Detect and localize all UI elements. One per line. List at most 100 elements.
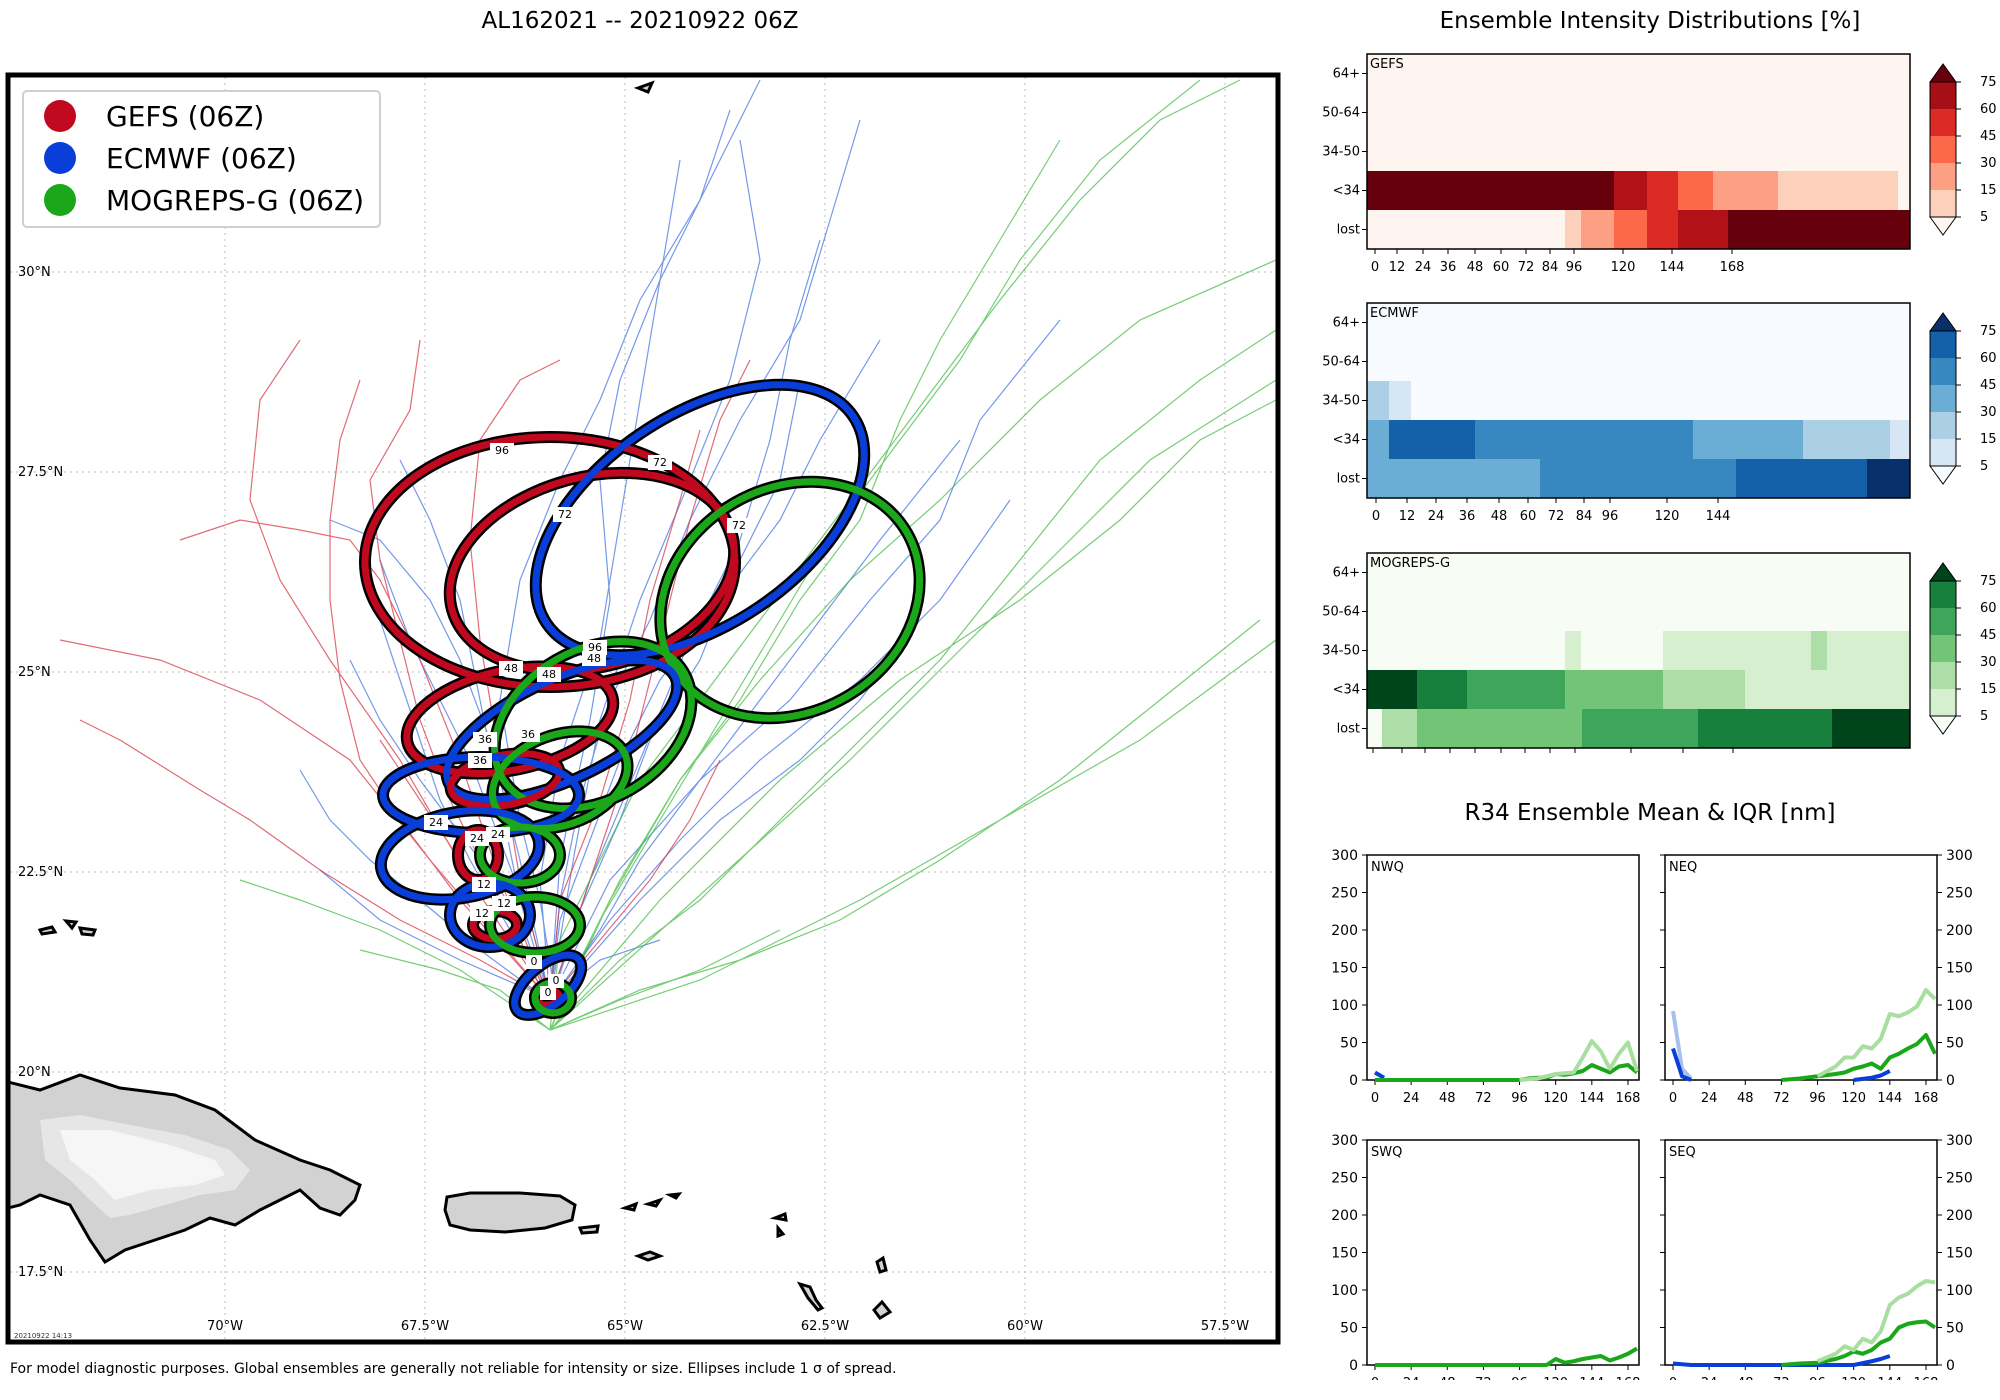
lon-label: 62.5°W	[801, 1319, 849, 1334]
svg-text:72: 72	[653, 456, 667, 469]
cbar-tick-label: 15	[1980, 682, 1997, 697]
svg-text:0: 0	[553, 974, 560, 987]
lon-label: 57.5°W	[1201, 1319, 1249, 1334]
cbar-tick-label: 75	[1980, 574, 1997, 589]
r34-panel-neq: NEQ 300 250 200 150 100 50 0 0 24 48 72 96 120 144 168	[1660, 848, 1973, 1106]
ellipse-label: 12	[470, 906, 494, 921]
x-tick-label: 36	[1442, 759, 1459, 760]
ecmwf-colorbar	[1929, 312, 1957, 485]
cbar-tick-label: 15	[1980, 183, 1997, 198]
lon-label: 70°W	[207, 1319, 243, 1334]
x-tick-label: 48	[1467, 260, 1484, 275]
footnote: For model diagnostic purposes. Global en…	[10, 1361, 897, 1377]
svg-text:12: 12	[477, 878, 491, 891]
ellipse-label: 36	[516, 727, 540, 742]
y-tick-label: 150	[1946, 961, 1973, 977]
y-tick-label: 150	[1331, 1246, 1358, 1262]
x-tick-label: 144	[1877, 1091, 1902, 1106]
ellipse-label: 24	[486, 827, 510, 842]
cbar-tick-label: 45	[1980, 628, 1997, 643]
x-tick-label: 12	[1389, 260, 1406, 275]
ellipse-label: 72	[553, 507, 577, 522]
mogreps-ellipse-12	[486, 893, 584, 957]
x-tick-label: 0	[1369, 759, 1377, 760]
cbar-tick-label: 30	[1980, 405, 1997, 420]
panel-label: MOGREPS-G	[1370, 556, 1450, 571]
x-tick-label: 48	[1467, 759, 1484, 760]
r34-series-mogreps-g-upper-iqr	[1816, 1279, 1936, 1364]
cbar-tick-label: 60	[1980, 601, 1997, 616]
x-tick-label: 168	[1914, 1376, 1939, 1380]
ecmwf-ellipse-24	[377, 806, 543, 904]
svg-text:72: 72	[732, 519, 746, 532]
y-tick-label: 200	[1331, 1208, 1358, 1224]
row-label: lost	[1337, 223, 1360, 238]
y-tick-label: 0	[1946, 1073, 1955, 1089]
ellipse-label: 48	[537, 667, 561, 682]
r34-series-mogreps-g-mean	[1781, 1319, 1937, 1367]
y-tick-label: 150	[1946, 1246, 1973, 1262]
x-tick-label: 168	[1616, 1376, 1641, 1380]
x-tick-label: 36	[1440, 260, 1457, 275]
legend-label: ECMWF (06Z)	[106, 141, 297, 175]
cbar-tick-label: 45	[1980, 129, 1997, 144]
r34-series-mogreps-g-upper-iqr	[1816, 988, 1937, 1079]
lon-label: 60°W	[1007, 1319, 1043, 1334]
ecmwf-ellipse-72	[532, 381, 868, 659]
r34-frame	[1366, 1139, 1640, 1366]
cbar-tick-label: 15	[1980, 432, 1997, 447]
x-tick-label: 144	[1706, 509, 1731, 524]
row-label: 64+	[1333, 316, 1360, 331]
r34-series-mogreps-g-mean	[1781, 1033, 1937, 1082]
r34-series-mogreps-g-upper-iqr	[1519, 1039, 1639, 1082]
x-tick-label: 24	[1701, 1091, 1718, 1106]
row-label: lost	[1337, 472, 1360, 487]
svg-text:24: 24	[491, 828, 505, 841]
map-title: AL162021 -- 20210922 06Z	[481, 8, 799, 34]
ellipse-label: 24	[465, 831, 489, 846]
svg-text:48: 48	[542, 668, 556, 681]
x-tick-label: 120	[1655, 509, 1680, 524]
x-tick-label: 168	[1721, 759, 1746, 760]
svg-text:36: 36	[478, 733, 492, 746]
x-tick-label: 84	[1542, 260, 1559, 275]
x-tick-label: 12	[1399, 509, 1416, 524]
mogreps-ellipse-48	[491, 637, 695, 813]
y-tick-label: 300	[1331, 1133, 1358, 1149]
legend-item: GEFS (06Z)	[44, 96, 264, 136]
cbar-tick-label: 5	[1980, 709, 1988, 724]
ellipse-label: 0	[548, 974, 564, 988]
svg-text:72: 72	[558, 508, 572, 521]
row-label: lost	[1337, 722, 1360, 737]
x-tick-label: 144	[1579, 1091, 1604, 1106]
svg-text:36: 36	[473, 754, 487, 767]
x-tick-label: 168	[1914, 1091, 1939, 1106]
ellipse-label: 24	[424, 815, 448, 830]
x-tick-label: 0	[1371, 260, 1379, 275]
y-tick-label: 100	[1946, 998, 1973, 1014]
lat-label: 17.5°N	[18, 1265, 63, 1280]
row-label: 64+	[1333, 566, 1360, 581]
r34-series-ecmwf-mean-late	[1853, 1069, 1891, 1082]
x-tick-label: 24	[1403, 1091, 1420, 1106]
r34-panel-label: SWQ	[1371, 1145, 1402, 1160]
legend-label: GEFS (06Z)	[106, 99, 265, 133]
panel-label: ECMWF	[1370, 306, 1419, 321]
x-tick-label: 84	[1542, 759, 1559, 760]
ellipse-labels: 96 72 72 72 96 48 48 48 36 36 36 24 24 2…	[424, 443, 751, 1000]
legend-item: MOGREPS-G (06Z)	[44, 180, 364, 220]
r34-title: R34 Ensemble Mean & IQR [nm]	[1464, 800, 1836, 826]
y-tick-label: 300	[1946, 848, 1973, 864]
x-tick-label: 144	[1671, 759, 1696, 760]
lon-label: 65°W	[607, 1319, 643, 1334]
x-tick-label: 96	[1567, 759, 1584, 760]
cbar-tick-label: 75	[1980, 324, 1997, 339]
lat-label: 27.5°N	[18, 465, 63, 480]
lat-label: 30°N	[18, 265, 51, 280]
ecmwf-ellipse-0	[511, 951, 585, 1019]
x-tick-label: 96	[1566, 260, 1583, 275]
ellipse-label: 36	[468, 753, 492, 768]
mogreps-heatmap: MOGREPS-G	[1366, 552, 1911, 749]
x-tick-label: 0	[1372, 509, 1380, 524]
cbar-tick-label: 60	[1980, 351, 1997, 366]
